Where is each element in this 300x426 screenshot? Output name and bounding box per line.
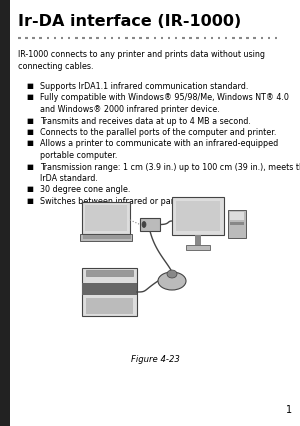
Bar [83, 235, 131, 239]
Text: ■: ■ [26, 95, 33, 101]
Text: Transmits and receives data at up to 4 MB a second.: Transmits and receives data at up to 4 M… [40, 116, 251, 126]
Text: Connects to the parallel ports of the computer and printer.: Connects to the parallel ports of the co… [40, 128, 276, 137]
Text: ■: ■ [26, 198, 33, 204]
Bar [140, 218, 160, 231]
Bar [172, 197, 224, 235]
Bar [82, 283, 137, 295]
Bar [230, 212, 244, 220]
Text: 1: 1 [286, 405, 292, 415]
Text: ■: ■ [26, 129, 33, 135]
Text: ■: ■ [26, 83, 33, 89]
Bar [230, 222, 244, 225]
Text: Switches between infrared or parallel port.: Switches between infrared or parallel po… [40, 197, 212, 206]
Text: portable computer.: portable computer. [40, 151, 117, 160]
Bar [186, 245, 210, 250]
Bar [195, 235, 201, 245]
Bar [228, 210, 246, 238]
Text: ■: ■ [26, 164, 33, 170]
Text: and Windows® 2000 infrared printer device.: and Windows® 2000 infrared printer devic… [40, 105, 220, 114]
Bar [86, 298, 133, 314]
Bar [0, 0, 10, 426]
Text: Ir-DA interface (IR-1000): Ir-DA interface (IR-1000) [18, 14, 241, 29]
Bar [82, 202, 130, 234]
Text: IrDA standard.: IrDA standard. [40, 174, 98, 183]
Text: Supports IrDA1.1 infrared communication standard.: Supports IrDA1.1 infrared communication … [40, 82, 248, 91]
Text: ■: ■ [26, 187, 33, 193]
Text: ■: ■ [26, 141, 33, 147]
Bar [82, 268, 137, 316]
Bar [80, 234, 132, 241]
Text: Fully compatible with Windows® 95/98/Me, Windows NT® 4.0: Fully compatible with Windows® 95/98/Me,… [40, 93, 289, 103]
Text: Figure 4-23: Figure 4-23 [130, 355, 179, 364]
Text: IR-1000 connects to any printer and prints data without using
connecting cables.: IR-1000 connects to any printer and prin… [18, 50, 265, 71]
Text: Transmission range: 1 cm (3.9 in.) up to 100 cm (39 in.), meets the: Transmission range: 1 cm (3.9 in.) up to… [40, 162, 300, 172]
Ellipse shape [158, 272, 186, 290]
Bar [176, 201, 220, 231]
Text: ■: ■ [26, 118, 33, 124]
Bar [85, 205, 127, 231]
Text: Allows a printer to communicate with an infrared-equipped: Allows a printer to communicate with an … [40, 139, 278, 149]
Text: 30 degree cone angle.: 30 degree cone angle. [40, 185, 130, 195]
Bar [86, 270, 133, 276]
Ellipse shape [167, 270, 177, 278]
Ellipse shape [142, 222, 146, 227]
